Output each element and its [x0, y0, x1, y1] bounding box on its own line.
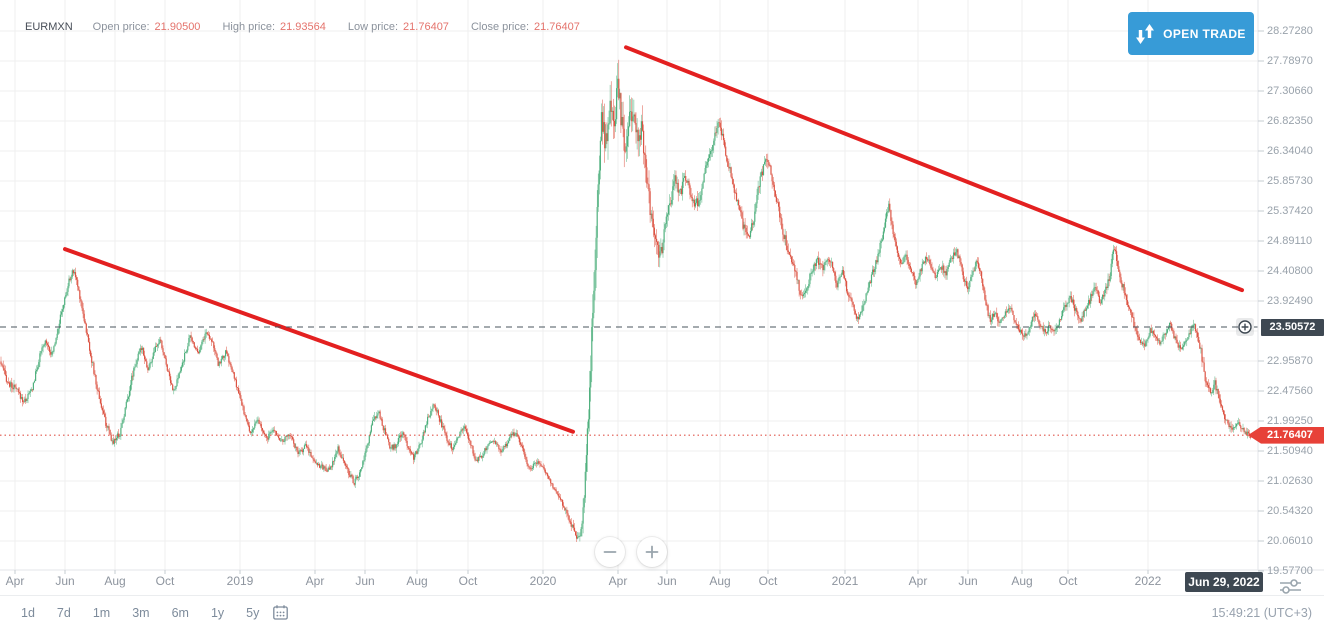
- add-order-plus-icon[interactable]: [1236, 318, 1254, 337]
- time-tick-label: Oct: [458, 574, 478, 588]
- time-tick-label: 2021: [831, 574, 859, 588]
- time-tick-label: 2019: [226, 574, 254, 588]
- calendar-icon[interactable]: [268, 602, 293, 623]
- ohlc-field: Low price: 21.76407: [348, 20, 449, 34]
- time-tick-label: Jun: [958, 574, 978, 588]
- swap-arrows-icon: [1136, 23, 1155, 44]
- time-tick-label: Apr: [305, 574, 325, 588]
- time-tick-label: Aug: [1011, 574, 1033, 588]
- chart-header: EURMXN Open price: 21.90500 High price: 21.…: [25, 20, 602, 34]
- price-tick-label: 22.47560: [1267, 384, 1313, 397]
- price-tick-label: 27.78970: [1267, 54, 1313, 67]
- zoom-out-button[interactable]: [595, 537, 625, 567]
- time-tick-label: Oct: [758, 574, 778, 588]
- time-tick-label: Apr: [608, 574, 628, 588]
- time-tick-label: 2020: [529, 574, 557, 588]
- candlestick-chart[interactable]: [0, 0, 1324, 595]
- price-tick-label: 24.40800: [1267, 264, 1313, 277]
- time-tick-label: 2022: [1134, 574, 1162, 588]
- timeframe-button-5y[interactable]: 5y: [237, 602, 268, 624]
- price-tick-label: 28.27280: [1267, 24, 1313, 37]
- price-tick-label: 21.50940: [1267, 444, 1313, 457]
- timeframe-button-1y[interactable]: 1y: [202, 602, 233, 624]
- ohlc-field-label: Close price:: [470, 21, 530, 33]
- ohlc-field-value: 21.90500: [154, 21, 201, 33]
- price-tick-label: 26.34040: [1267, 144, 1313, 157]
- price-tick-label: 20.06010: [1267, 534, 1313, 547]
- timeframe-button-6m[interactable]: 6m: [163, 602, 198, 624]
- axis-settings-icon[interactable]: [1278, 577, 1304, 600]
- date-badge: Jun 29, 2022: [1185, 572, 1263, 592]
- ohlc-readout: Open price: 21.90500 High price: 21.93564 Lo…: [93, 20, 602, 34]
- timeframe-button-3m[interactable]: 3m: [123, 602, 158, 624]
- price-tick-label: 20.54320: [1267, 504, 1313, 517]
- timeframe-button-1d[interactable]: 1d: [12, 602, 44, 624]
- time-tick-label: Aug: [406, 574, 428, 588]
- price-tick-label: 24.89110: [1267, 234, 1313, 247]
- price-tick-label: 25.85730: [1267, 174, 1313, 187]
- open-trade-label: OPEN TRADE: [1163, 26, 1246, 41]
- price-tick-label: 27.30660: [1267, 84, 1313, 97]
- clock-label: 15:49:21 (UTC+3): [1211, 606, 1312, 620]
- minus-icon: [603, 551, 617, 553]
- price-tick-label: 19.57700: [1267, 564, 1313, 577]
- time-tick-label: Apr: [5, 574, 25, 588]
- time-tick-label: Oct: [155, 574, 175, 588]
- ohlc-field-label: Low price:: [347, 21, 399, 33]
- ohlc-field: Open price: 21.90500: [93, 20, 201, 34]
- time-tick-label: Oct: [1058, 574, 1078, 588]
- time-tick-label: Apr: [908, 574, 928, 588]
- last-price-badge: 21.76407: [1248, 426, 1324, 444]
- price-tick-label: 23.92490: [1267, 294, 1313, 307]
- time-tick-label: Jun: [55, 574, 75, 588]
- ohlc-field-value: 21.93564: [280, 21, 326, 33]
- time-tick-label: Jun: [657, 574, 677, 588]
- symbol-label: EURMXN: [25, 21, 73, 33]
- ohlc-field: Close price: 21.76407: [471, 20, 580, 34]
- bottom-toolbar: 1d 7d 1m 3m 6m 1y 5y 15:49:21 (UTC+3): [0, 595, 1324, 629]
- ohlc-field-label: High price:: [222, 21, 276, 33]
- price-tick-label: 21.02630: [1267, 474, 1313, 487]
- ohlc-field-value: 21.76407: [534, 21, 580, 33]
- crosshair-price-badge: 23.50572: [1261, 318, 1324, 336]
- time-tick-label: Aug: [104, 574, 126, 588]
- price-tick-label: 26.82350: [1267, 114, 1313, 127]
- time-tick-label: Aug: [709, 574, 731, 588]
- timeframe-buttons: 1d 7d 1m 3m 6m 1y 5y: [12, 602, 268, 624]
- price-tick-label: 25.37420: [1267, 204, 1313, 217]
- time-tick-label: Jun: [355, 574, 375, 588]
- price-tick-label: 22.95870: [1267, 354, 1313, 367]
- open-trade-button[interactable]: OPEN TRADE: [1128, 12, 1254, 55]
- ohlc-field-label: Open price:: [92, 21, 150, 33]
- ohlc-field-value: 21.76407: [403, 21, 449, 33]
- plus-icon: [645, 545, 659, 559]
- price-tick-label: 21.99250: [1267, 414, 1313, 427]
- zoom-in-button[interactable]: [637, 537, 667, 567]
- timeframe-button-7d[interactable]: 7d: [48, 602, 80, 624]
- timeframe-button-1m[interactable]: 1m: [84, 602, 119, 624]
- ohlc-field: High price: 21.93564: [222, 20, 325, 34]
